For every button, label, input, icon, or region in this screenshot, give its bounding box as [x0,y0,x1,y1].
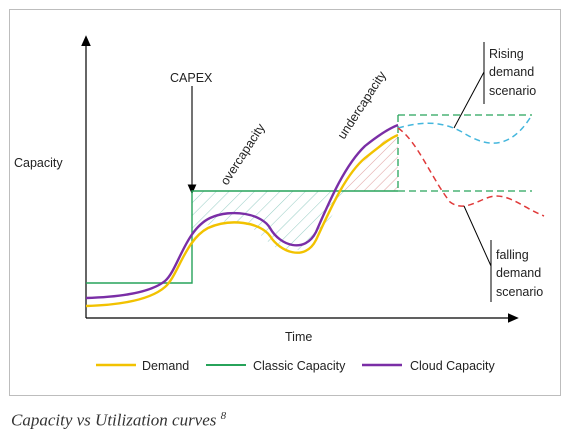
legend: Demand Classic Capacity Cloud Capacity [96,359,496,373]
legend-demand-label: Demand [142,359,189,373]
rising-scenario-curve [397,117,531,144]
classic-capacity-line [86,190,398,284]
overcapacity-label: overcapacity [218,121,268,188]
demand-curve [85,133,399,308]
rising-scenario-line-2: demand [489,65,534,79]
legend-classic-label: Classic Capacity [253,359,346,373]
undercapacity-label: undercapacity [335,68,390,142]
legend-cloud-label: Cloud Capacity [410,359,496,373]
rising-scenario-line-1: Rising [489,47,524,61]
capacity-diagram: Capacity Time CAPEX overcapacity underca… [14,35,545,373]
capex-label: CAPEX [170,71,213,85]
y-axis-label: Capacity [14,156,63,170]
overcapacity-hatch [192,191,348,250]
rising-scenario-line-3: scenario [489,84,536,98]
falling-scenario-line-2: demand [496,266,541,280]
caption-reference: 8 [220,410,227,422]
undercapacity-hatch [342,132,398,191]
cloud-capacity-curve [85,123,399,300]
falling-scenario-curve [397,127,545,217]
x-axis-label: Time [285,330,312,344]
falling-scenario-line-3: scenario [496,285,543,299]
caption-text: Capacity vs Utilization curves [11,410,217,430]
figure-caption: Capacity vs Utilization curves 8 [11,410,226,431]
rising-pointer-line [453,71,485,129]
falling-pointer-line [463,205,492,267]
falling-scenario-line-1: falling [496,248,529,262]
figure-frame [9,9,561,396]
